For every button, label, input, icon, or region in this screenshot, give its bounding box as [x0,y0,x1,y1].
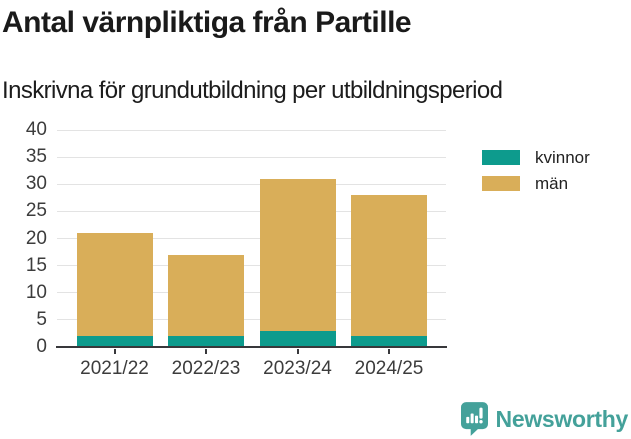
bar-2023/24-kvinnor [259,330,336,347]
y-axis-label: 40 [25,119,47,140]
y-axis-label: 0 [36,336,47,357]
x-axis-label: 2023/24 [263,358,332,379]
legend-label: män [535,174,569,193]
bar-2024/25-män [351,195,427,337]
x-axis-label: 2022/23 [171,358,241,379]
gridline-5 [57,319,446,321]
gridline-15 [57,265,446,267]
x-axis-tick [113,349,116,354]
legend-label: kvinnor [535,148,590,167]
y-axis-label: 25 [25,200,47,222]
gridline-30 [57,183,446,185]
chart-title: Antal värnpliktiga från Partille [2,6,412,39]
x-axis-tick [296,349,299,354]
legend-item-kvinnor: kvinnor [482,148,590,167]
x-axis-tick [205,349,207,354]
y-axis-label: 15 [25,254,47,276]
y-axis-label: 5 [36,308,47,330]
bar-2022/23-kvinnor [168,336,244,347]
bar-2021/22-män [76,233,153,337]
gridline-20 [57,238,446,239]
bar-2022/23-män [168,254,244,337]
x-axis-label: 2024/25 [354,358,424,379]
gridline-35 [57,156,446,158]
legend: kvinnor män [482,148,590,202]
bar-2021/22-kvinnor [76,336,153,347]
chart-subtitle: Inskrivna för grundutbildning per utbild… [2,77,503,104]
legend-item-män: män [482,174,590,193]
newsworthy-logo[interactable]: Newsworthy [460,402,629,436]
bar-2023/24-män [259,178,336,331]
y-axis-label: 30 [25,173,47,195]
gridline-10 [57,292,446,294]
bar-2024/25-kvinnor [351,336,427,347]
y-axis-label: 20 [25,227,47,249]
x-axis-label: 2021/22 [80,358,149,379]
gridline-40 [57,129,446,131]
legend-swatch-män [482,176,520,191]
legend-swatch-kvinnor [482,150,520,165]
x-axis-tick [388,349,390,354]
x-axis-line [56,346,447,348]
y-axis-label: 35 [25,146,47,168]
gridline-25 [57,210,446,212]
y-axis-label: 10 [25,281,47,303]
bar-chart-pin-icon [460,402,488,436]
brand-name: Newsworthy [495,405,629,432]
